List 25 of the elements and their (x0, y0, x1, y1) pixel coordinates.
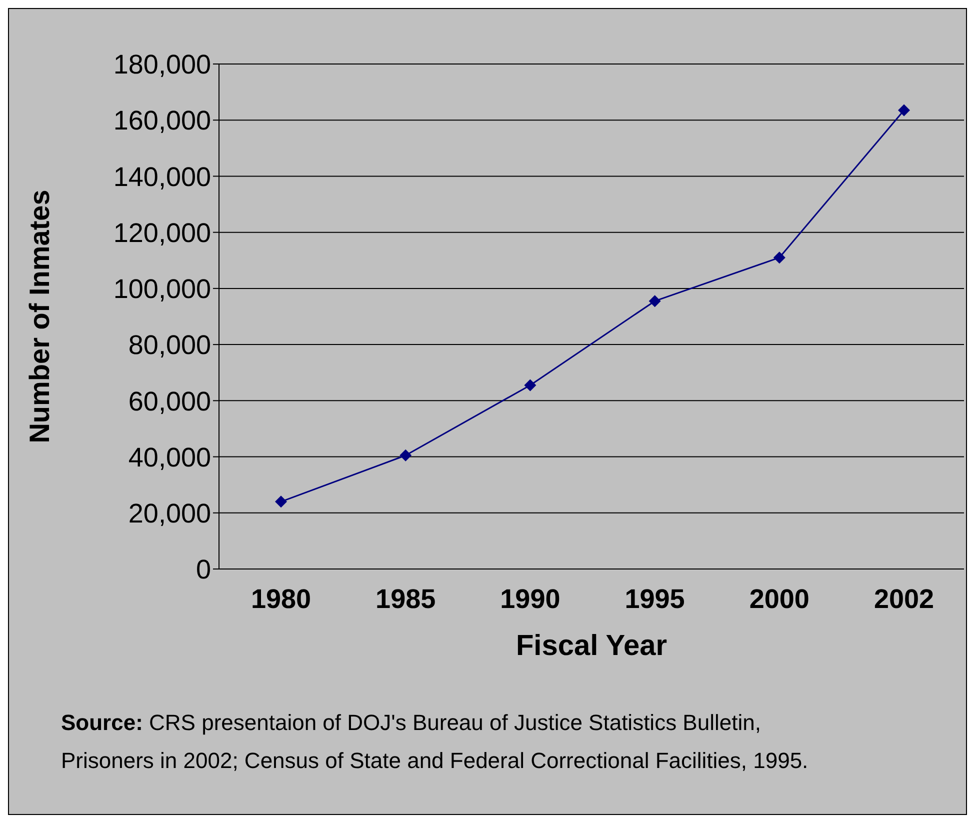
y-tick-label: 100,000 (113, 274, 211, 304)
point (648, 295, 661, 308)
y-tick-label: 180,000 (113, 50, 211, 80)
y-tick-label: 120,000 (113, 218, 211, 248)
y-tick-label: 80,000 (128, 330, 211, 360)
point (275, 496, 287, 508)
y-tick-label: 140,000 (113, 162, 211, 192)
x-tick-label: 2000 (749, 584, 810, 614)
point (400, 449, 412, 462)
point (898, 104, 910, 116)
x-tick-label: 1980 (250, 584, 312, 614)
point (524, 379, 536, 392)
y-tick-label: 60,000 (128, 386, 211, 416)
y-tick-label: 160,000 (113, 106, 211, 136)
y-axis-title: Number of Inmates (24, 190, 55, 444)
x-tick-label: 1985 (376, 584, 436, 614)
point (773, 252, 786, 264)
x-axis-title: Fiscal Year (516, 630, 668, 662)
x-tick-label: 2002 (874, 584, 934, 614)
y-tick-label: 0 (196, 554, 211, 585)
x-tick-label: 1995 (624, 584, 685, 614)
y-tick-label: 40,000 (128, 442, 211, 472)
x-tick-label: 1990 (500, 584, 560, 614)
source-note: Source: CRS presentaion of DOJ's Bureau of Justice Statistics Bulletin, Prisoners in 2002; Census of State and Federal Correctional Facilities, 1995. (61, 710, 808, 773)
y-tick-label: 20,000 (128, 498, 211, 528)
